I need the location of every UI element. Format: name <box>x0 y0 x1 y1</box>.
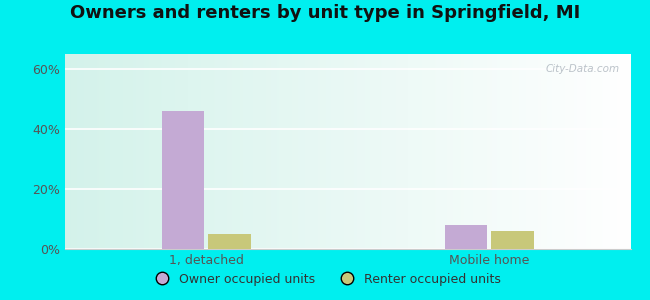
Bar <box>162 111 204 249</box>
Bar <box>491 231 534 249</box>
Legend: Owner occupied units, Renter occupied units: Owner occupied units, Renter occupied un… <box>144 268 506 291</box>
Bar <box>445 225 487 249</box>
Text: Owners and renters by unit type in Springfield, MI: Owners and renters by unit type in Sprin… <box>70 4 580 22</box>
Bar <box>209 234 251 249</box>
Text: City-Data.com: City-Data.com <box>545 64 619 74</box>
